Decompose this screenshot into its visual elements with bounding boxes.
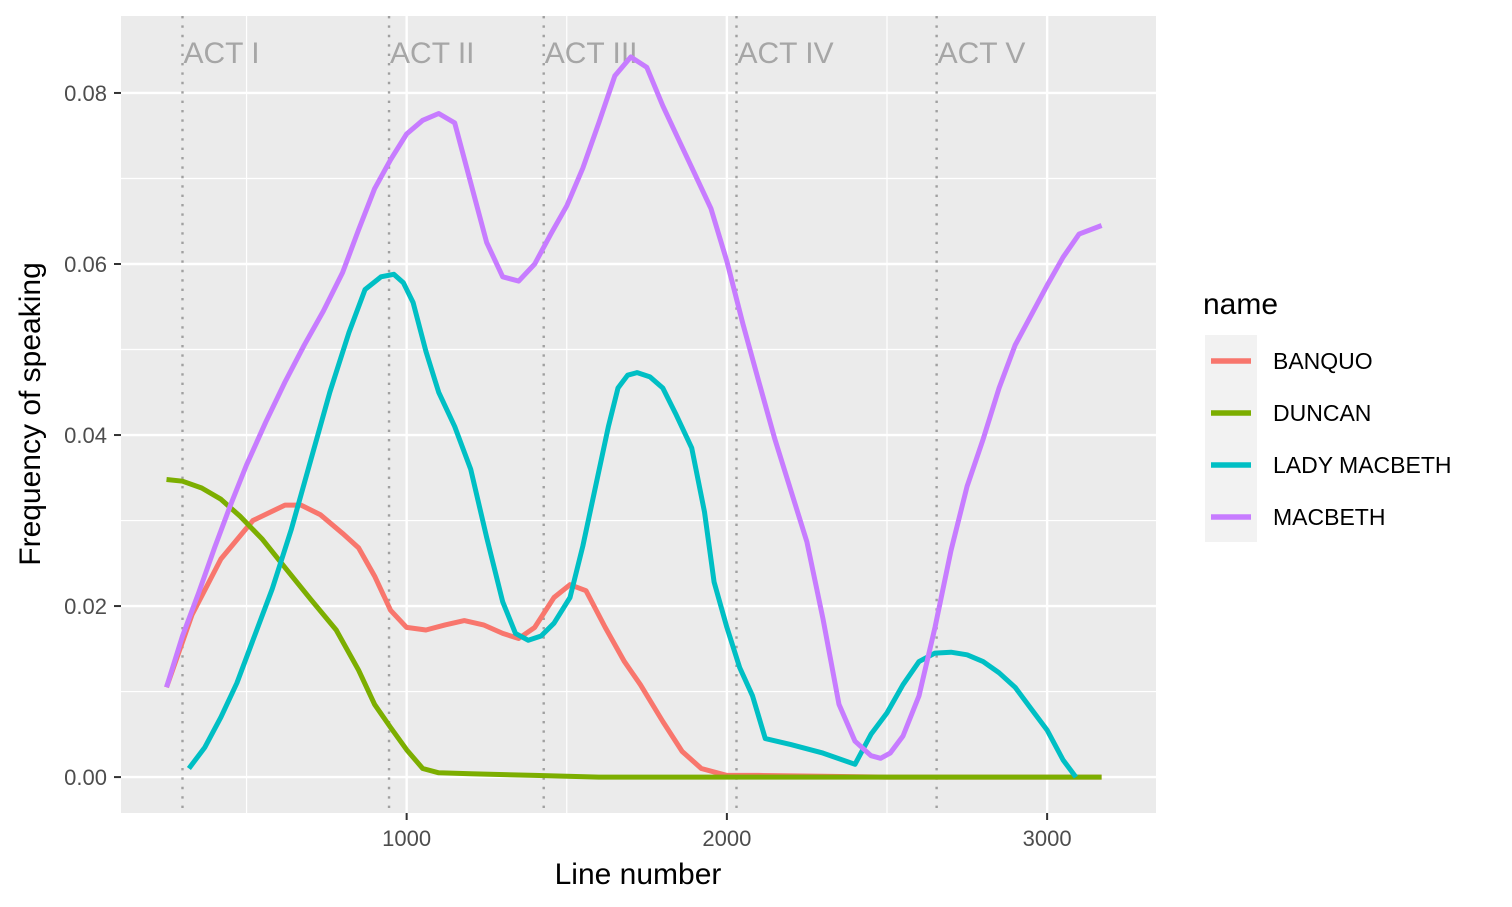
x-tick-label: 2000 xyxy=(702,826,751,851)
legend-label: LADY MACBETH xyxy=(1273,452,1452,478)
legend-label: BANQUO xyxy=(1273,348,1373,374)
series-line-macbeth xyxy=(164,54,1103,761)
act-label: ACT IV xyxy=(737,37,833,70)
y-tick-label: 0.00 xyxy=(64,765,107,790)
legend-key-background xyxy=(1205,335,1257,542)
legend-label: MACBETH xyxy=(1273,504,1385,530)
axes: 1000 2000 3000 0.00 0.02 0.04 0.06 0.08 xyxy=(64,81,1071,851)
series-line-banquo xyxy=(164,502,1102,780)
act-label: ACT V xyxy=(938,37,1026,70)
x-tick-label: 1000 xyxy=(382,826,431,851)
plot-panel xyxy=(121,16,1156,813)
series-lines xyxy=(164,54,1103,780)
act-label: ACT II xyxy=(390,37,474,70)
y-tick-label: 0.02 xyxy=(64,594,107,619)
x-axis-title: Line number xyxy=(555,858,722,891)
legend-title: name xyxy=(1203,288,1278,321)
y-axis-title: Frequency of speaking xyxy=(14,262,47,566)
legend-items: BANQUO DUNCAN LADY MACBETH MACBETH xyxy=(1211,348,1452,530)
y-tick-label: 0.04 xyxy=(64,423,107,448)
legend-label: DUNCAN xyxy=(1273,400,1371,426)
x-tick-label: 3000 xyxy=(1023,826,1072,851)
act-label: ACT I xyxy=(183,37,259,70)
y-tick-label: 0.08 xyxy=(64,81,107,106)
legend: name BANQUO DUNCAN LADY MACBETH MACBETH xyxy=(1203,288,1452,542)
act-markers: ACT I ACT II ACT III ACT IV ACT V xyxy=(181,16,1026,813)
series-line-lady-macbeth xyxy=(186,271,1078,779)
y-tick-label: 0.06 xyxy=(64,252,107,277)
